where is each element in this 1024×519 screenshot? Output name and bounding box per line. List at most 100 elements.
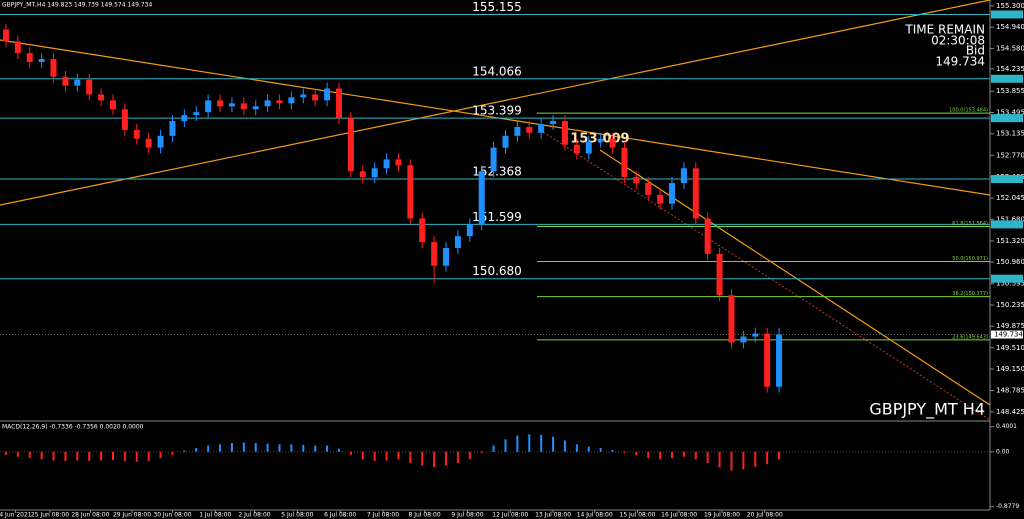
candle-body	[157, 135, 164, 148]
candle-body	[585, 141, 592, 154]
candle-body	[407, 165, 414, 219]
x-tick-label: 8 Jul 08:00	[409, 512, 441, 519]
y-tick-label: 154.580	[996, 44, 1024, 52]
candle-body	[764, 333, 771, 387]
trendline	[599, 149, 991, 406]
candle-body	[359, 171, 366, 178]
y-tick-label: 151.680	[996, 216, 1024, 224]
candle-body	[205, 100, 212, 113]
candle-body	[704, 218, 711, 254]
candle-body	[300, 94, 307, 98]
candle-body	[38, 59, 45, 62]
y-tick-label: 150.960	[996, 258, 1024, 266]
x-tick-label: 7 Jul 08:00	[367, 512, 399, 519]
x-tick-label: 5 Jul 08:00	[281, 512, 313, 519]
level-label: 153.399	[472, 104, 522, 118]
candle-body	[692, 168, 699, 219]
x-tick-label: 2 Jul 08:00	[238, 512, 270, 519]
x-tick-label: 16 Jul 08:00	[661, 512, 697, 519]
candle-body	[50, 59, 57, 77]
y-tick-label: 149.150	[996, 365, 1024, 373]
y-tick-label: 155.300	[996, 2, 1024, 10]
candle-body	[526, 126, 533, 133]
fib-label: 100.0(153.484)	[949, 108, 988, 114]
candle-body	[680, 168, 687, 184]
candle-body	[669, 183, 676, 204]
y-tick-label: 153.135	[996, 130, 1024, 138]
x-tick-label: 29 Jun 08:00	[113, 512, 151, 519]
x-tick-label: 19 Jul 08:00	[704, 512, 740, 519]
fib-label: 38.2(150.377)	[952, 291, 988, 297]
candle-body	[324, 88, 331, 101]
y-tick-label: 150.235	[996, 301, 1024, 309]
candle-body	[443, 247, 450, 266]
y-tick-label: 152.770	[996, 151, 1024, 159]
symbol-label: GBPJPY_MT H4	[869, 400, 985, 420]
level-axis-box	[991, 114, 1023, 123]
x-tick-label: 12 Jul 08:00	[492, 512, 528, 519]
candle-body	[728, 295, 735, 343]
candle-body	[2, 29, 9, 42]
candle-body	[561, 121, 568, 145]
y-tick-label: 154.940	[996, 23, 1024, 31]
candle-body	[74, 79, 81, 86]
candle-body	[371, 168, 378, 178]
trendline	[539, 129, 991, 421]
y-tick-label: 153.855	[996, 87, 1024, 95]
candle-body	[121, 109, 128, 130]
y-tick-label: 149.875	[996, 322, 1024, 330]
candle-body	[490, 147, 497, 172]
candle-body	[466, 224, 473, 237]
y-tick-label: 149.510	[996, 344, 1024, 352]
bid-axis-label: 149.734	[994, 331, 1023, 339]
macd-y-tick-label: 0.00	[996, 448, 1010, 455]
candle-body	[133, 129, 140, 139]
candle-body	[14, 41, 21, 54]
candle-body	[26, 53, 33, 62]
candle-body	[621, 147, 628, 178]
candle-body	[240, 103, 247, 110]
y-tick-label: 151.320	[996, 237, 1024, 245]
candle-body	[395, 159, 402, 166]
candle-body	[288, 97, 295, 104]
x-tick-label: 1 Jul 08:00	[199, 512, 231, 519]
candle-body	[347, 118, 354, 172]
candle-body	[752, 333, 759, 337]
candle-body	[193, 112, 200, 116]
candle-body	[217, 100, 224, 107]
level-axis-box	[991, 220, 1023, 229]
candle-body	[538, 123, 545, 133]
candle-body	[419, 218, 426, 243]
trendline	[0, 39, 991, 196]
x-tick-label: 9 Jul 08:00	[451, 512, 483, 519]
fib-label: 50.0(150.971)	[952, 256, 988, 262]
y-tick-label: 148.425	[996, 408, 1024, 416]
candle-body	[383, 159, 390, 169]
time-remain: 02:30:08	[931, 34, 985, 48]
x-tick-label: 6 Jul 08:00	[324, 512, 356, 519]
candle-body	[502, 135, 509, 148]
candle-body	[169, 121, 176, 136]
y-tick-label: 150.595	[996, 280, 1024, 288]
x-tick-label: 28 Jun 08:00	[71, 512, 109, 519]
bid-axis-box	[991, 330, 1023, 339]
x-tick-label: 20 Jul 08:00	[747, 512, 783, 519]
level-axis-box	[991, 175, 1023, 184]
candle-body	[454, 236, 461, 248]
candle-body	[633, 177, 640, 184]
candle-body	[62, 76, 69, 86]
level-label: 154.066	[472, 64, 522, 78]
candle-body	[109, 100, 116, 110]
bid-label: Bid	[966, 44, 985, 58]
y-tick-label: 148.785	[996, 387, 1024, 395]
level-axis-box	[991, 274, 1023, 283]
level-label: 155.155	[472, 0, 522, 14]
candle-body	[145, 138, 152, 148]
time-remain-label: TIME REMAIN	[904, 23, 985, 37]
candle-body	[597, 138, 604, 142]
level-axis-box	[991, 10, 1023, 19]
x-tick-label: 25 Jun 08:00	[31, 512, 69, 519]
